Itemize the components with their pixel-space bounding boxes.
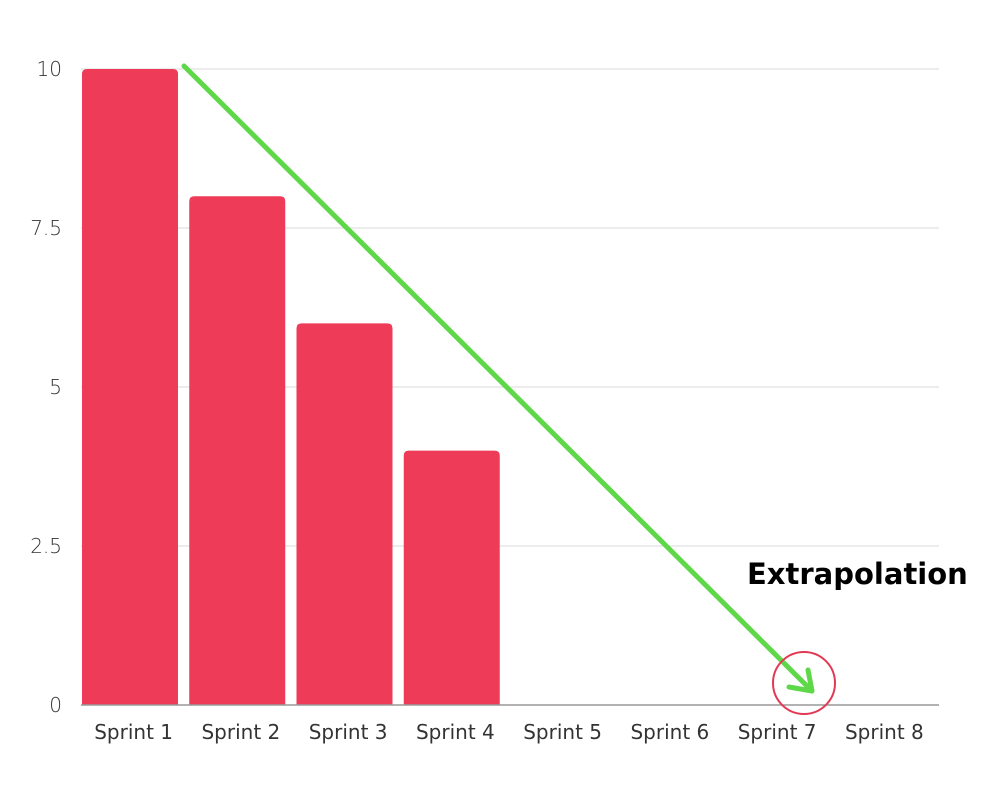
bar-sprint-1 (82, 69, 178, 705)
x-tick-label: Sprint 5 (523, 720, 602, 744)
trend-arrow-line (181, 63, 815, 694)
arrow-head-icon (786, 667, 815, 694)
x-tick-label: Sprint 2 (201, 720, 280, 744)
extrapolation-label: Extrapolation (747, 557, 968, 591)
bar-sprint-2 (189, 196, 286, 705)
x-tick-label: Sprint 3 (309, 720, 388, 744)
bar-sprint-3 (296, 323, 393, 705)
y-tick-label: 5 (49, 375, 62, 399)
y-tick-label: 2.5 (30, 534, 62, 558)
bar-sprint-4 (403, 450, 500, 705)
annotations: Extrapolation (181, 63, 968, 715)
y-tick-label: 0 (49, 693, 62, 717)
y-tick-label: 10 (37, 57, 62, 81)
target-circle (772, 651, 836, 715)
x-tick-label: Sprint 1 (94, 720, 173, 744)
x-tick-label: Sprint 6 (630, 720, 709, 744)
x-tick-label: Sprint 8 (845, 720, 924, 744)
x-tick-label: Sprint 7 (738, 720, 817, 744)
bars (82, 69, 500, 705)
y-axis-ticks: 0 2.5 5 7.5 10 (30, 57, 62, 717)
x-axis-ticks: Sprint 1 Sprint 2 Sprint 3 Sprint 4 Sprint 5… (94, 720, 924, 744)
y-tick-label: 7.5 (30, 216, 62, 240)
x-tick-label: Sprint 4 (416, 720, 495, 744)
